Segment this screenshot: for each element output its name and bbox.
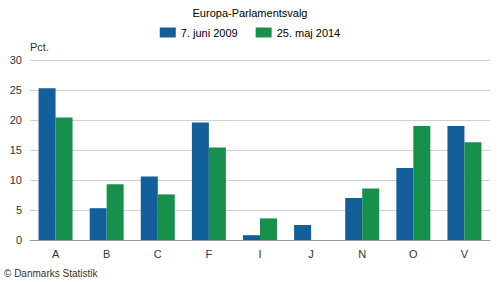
svg-text:Europa-Parlamentsvalg: Europa-Parlamentsvalg (193, 7, 308, 19)
svg-text:O: O (409, 248, 418, 260)
svg-text:B: B (103, 248, 110, 260)
svg-text:25. maj 2014: 25. maj 2014 (277, 27, 341, 39)
svg-text:7. juni 2009: 7. juni 2009 (181, 27, 238, 39)
svg-text:5: 5 (16, 204, 22, 216)
svg-text:A: A (52, 248, 60, 260)
svg-text:0: 0 (16, 234, 22, 246)
svg-text:20: 20 (10, 114, 22, 126)
svg-text:10: 10 (10, 174, 22, 186)
svg-text:V: V (461, 248, 469, 260)
svg-text:15: 15 (10, 144, 22, 156)
svg-text:F: F (206, 248, 213, 260)
svg-text:Pct.: Pct. (30, 41, 49, 53)
svg-text:N: N (358, 248, 366, 260)
svg-text:30: 30 (10, 54, 22, 66)
svg-text:25: 25 (10, 84, 22, 96)
svg-text:I: I (258, 248, 261, 260)
svg-text:C: C (154, 248, 162, 260)
svg-text:© Danmarks Statistik: © Danmarks Statistik (4, 268, 99, 279)
svg-text:J: J (308, 248, 314, 260)
